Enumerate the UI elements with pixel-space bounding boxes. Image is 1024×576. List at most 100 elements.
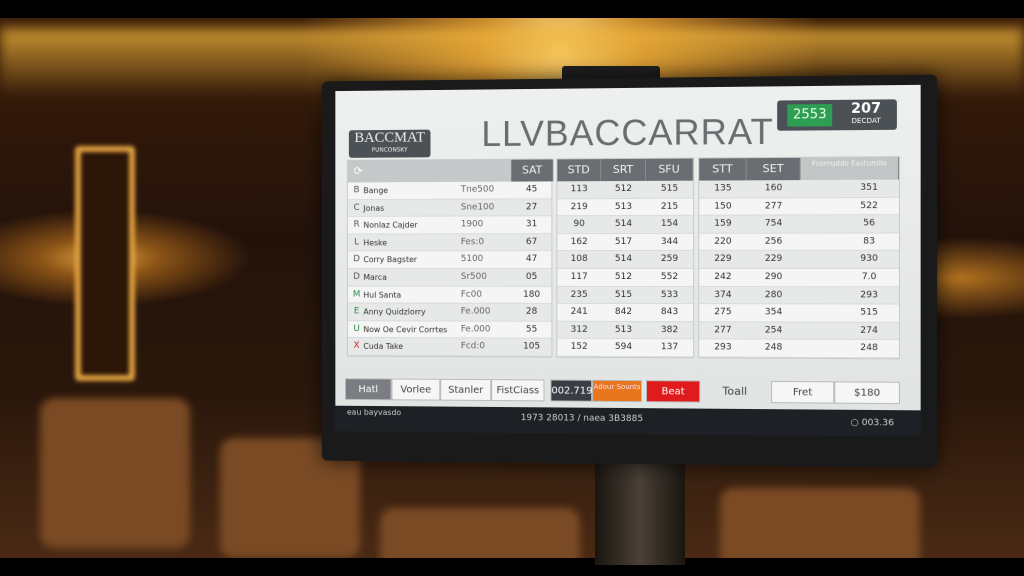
cell-value: 312	[570, 324, 588, 335]
table-row[interactable]: 220 256 83	[699, 233, 899, 252]
row-mark: B	[353, 185, 360, 196]
table-row[interactable]: 242 290 7.0	[699, 268, 899, 287]
row-mark: U	[353, 323, 360, 334]
cell-value: 248	[860, 343, 878, 354]
player-amount: Fcd:0	[460, 341, 485, 352]
player-name: Heske	[363, 238, 388, 248]
cell-value: 235	[570, 289, 588, 300]
row-mark: C	[353, 202, 360, 213]
table-row[interactable]: 108 514 259	[557, 251, 694, 269]
header-sfu: SFU	[645, 158, 694, 181]
table-row[interactable]: 150 277 522	[699, 197, 899, 216]
cell-value: 150	[714, 201, 732, 212]
sat-value: 05	[525, 271, 538, 282]
cell-value: 241	[570, 307, 588, 318]
table-row[interactable]: 241 842 843	[557, 304, 694, 322]
row-mark: L	[354, 237, 360, 248]
player-amount: Fe.000	[460, 324, 491, 335]
table-row[interactable]: 162 517 344	[557, 233, 694, 252]
cell-value: 159	[714, 218, 732, 229]
table-row[interactable]: R Nonlaz Cajder 1900 31	[347, 216, 552, 235]
cell-value: 552	[660, 272, 679, 283]
cell-value: 113	[570, 184, 588, 195]
beat-button[interactable]: Beat	[645, 380, 701, 403]
table-row[interactable]: 219 513 215	[557, 198, 694, 217]
amount-display: $180	[834, 381, 900, 405]
refresh-icon[interactable]: ⟳	[347, 159, 512, 183]
table-row[interactable]: 113 512 515	[557, 180, 694, 199]
cell-value: 7.0	[861, 272, 877, 283]
table-row[interactable]: D Corry Bagster 5100 47	[347, 251, 552, 270]
tab-fistciass[interactable]: FistCiass	[491, 379, 545, 402]
cell-value: 137	[660, 342, 679, 353]
cell-value: 248	[764, 342, 783, 354]
player-amount: Sne100	[460, 202, 495, 213]
monitor: BACCMAT PUNCONSKY LLVBACCARRAT 2553 207 D…	[321, 74, 938, 468]
counter-display: 002.719	[550, 379, 592, 402]
player-amount: 1900	[460, 219, 484, 230]
table-row[interactable]: 117 512 552	[557, 268, 694, 287]
table-row[interactable]: 90 514 154	[557, 215, 694, 234]
table-row[interactable]: 277 254 274	[699, 322, 899, 341]
table-row[interactable]: L Heske Fes:0 67	[347, 233, 552, 252]
players-table: ⟳ SAT B Bange Tne500 45 C Jonas Sne100 27 R Nonla…	[346, 158, 554, 358]
cell-value: 515	[614, 289, 633, 300]
stats-table: STD SRT SFU 113 512 515 219 513 215 90 514 154 162 51…	[556, 157, 695, 359]
cell-value: 293	[860, 289, 878, 301]
cell-value: 930	[860, 254, 878, 265]
player-name: Nonlaz Cajder	[363, 220, 418, 230]
table-row[interactable]: 235 515 533	[557, 286, 694, 305]
chair	[40, 398, 190, 548]
table-row[interactable]: C Jonas Sne100 27	[347, 198, 552, 218]
logo-subtitle: PUNCONSKY	[371, 146, 408, 154]
cell-value: 842	[614, 307, 633, 318]
logo-title: BACCMAT	[354, 129, 425, 146]
table-row[interactable]: M Hul Santa Fc00 180	[347, 286, 552, 305]
cell-value: 219	[570, 201, 588, 212]
cell-value: 215	[660, 201, 679, 212]
table-row[interactable]: B Bange Tne500 45	[347, 181, 552, 200]
header-0: STT	[699, 158, 747, 181]
total-label: Toall	[722, 384, 748, 398]
table-row[interactable]: 135 160 351	[699, 179, 899, 199]
cell-value: 293	[714, 342, 732, 353]
cell-value: 513	[614, 201, 633, 212]
tab-hatl[interactable]: Hatl	[344, 378, 392, 401]
table-row[interactable]: U Now Oe Cevir Corrtes Fe.000 55	[347, 320, 552, 340]
cell-value: 162	[570, 236, 588, 247]
table-row[interactable]: D Marca Sr500 05	[347, 269, 552, 287]
table-row[interactable]: 374 280 293	[699, 286, 899, 305]
table-row[interactable]: 152 594 137	[557, 339, 694, 358]
table-row[interactable]: 312 513 382	[557, 321, 694, 340]
row-mark: M	[352, 289, 361, 300]
cell-value: 256	[764, 236, 783, 247]
row-mark: D	[353, 271, 360, 282]
cell-value: 254	[764, 325, 783, 336]
table-row[interactable]: 229 229 930	[699, 251, 899, 269]
table-row[interactable]: 275 354 515	[699, 304, 899, 323]
cell-value: 522	[860, 200, 878, 211]
fret-button[interactable]: Fret	[771, 380, 835, 404]
cell-value: 259	[660, 254, 679, 265]
cell-value: 533	[660, 289, 679, 300]
tab-vorlee[interactable]: Vorlee	[391, 378, 441, 401]
score-value: 2553	[787, 103, 833, 127]
cell-value: 843	[660, 307, 679, 318]
row-mark: E	[353, 306, 360, 317]
table-row[interactable]: X Cuda Take Fcd:0 105	[347, 338, 552, 357]
player-name: Bange	[363, 186, 389, 196]
cell-value: 290	[764, 272, 783, 283]
table-row[interactable]: E Anny Quidzlorry Fe.000 28	[347, 303, 552, 322]
table-row[interactable]: 159 754 56	[699, 215, 899, 234]
status-right-value: 003.36	[861, 418, 895, 429]
cell-value: 277	[714, 325, 732, 336]
monitor-stand	[595, 455, 685, 565]
tab-stanler[interactable]: Stanler	[440, 378, 492, 401]
table-row[interactable]: 293 248 248	[699, 339, 899, 359]
orange-button[interactable]: Adour Sounts	[592, 379, 642, 403]
cell-value: 517	[614, 236, 633, 247]
header-2: Fosmuddo Eastumllo	[800, 157, 899, 181]
player-name: Jonas	[363, 203, 385, 213]
player-name: Hul Santa	[363, 290, 402, 300]
logo: BACCMAT PUNCONSKY	[348, 129, 431, 158]
